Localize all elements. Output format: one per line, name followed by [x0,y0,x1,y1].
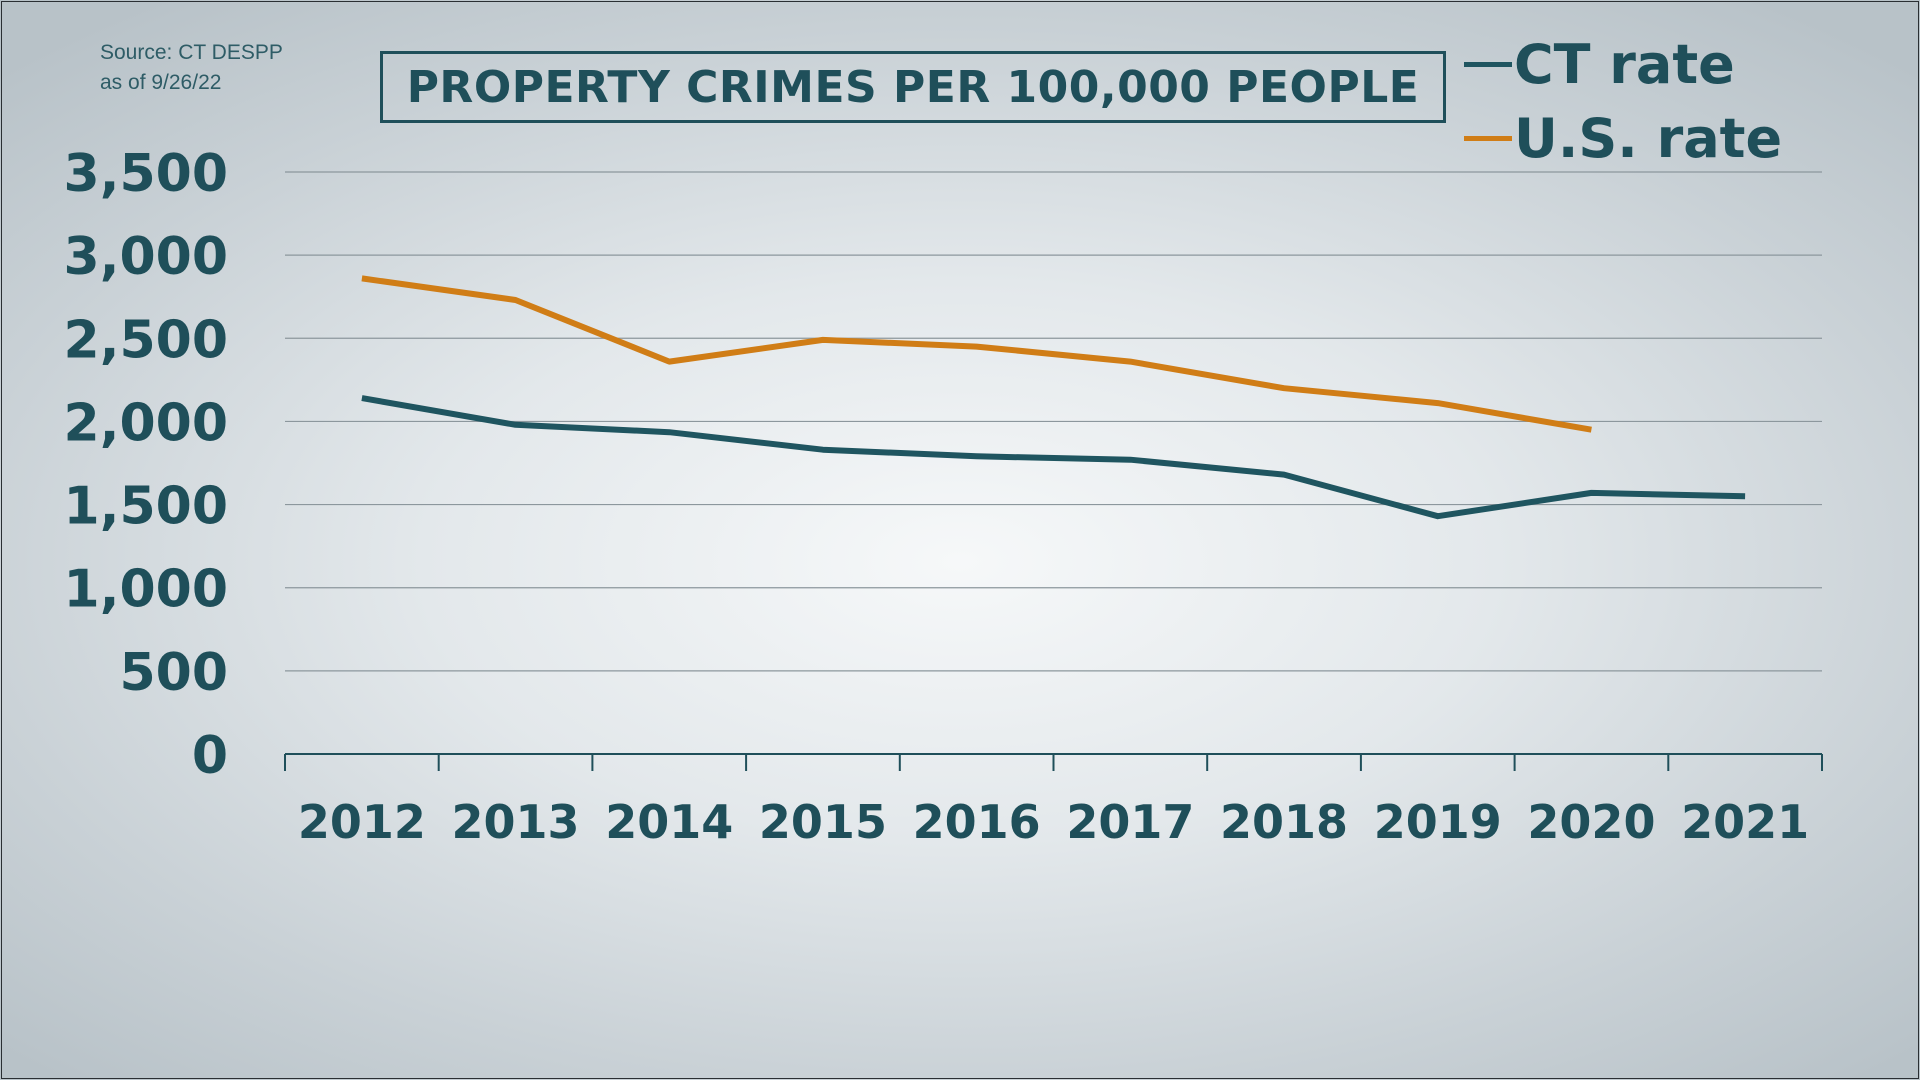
y-tick-label: 1,000 [64,560,228,620]
source-line: Source: CT DESPP [100,41,283,64]
x-tick-label: 2018 [1220,795,1348,849]
source-note: Source: CT DESPP as of 9/26/22 [100,38,283,98]
x-tick-label: 2013 [452,795,580,849]
chart-title-box: PROPERTY CRIMES PER 100,000 PEOPLE [380,51,1446,123]
x-tick-label: 2014 [605,795,733,849]
legend-swatch-ct [1464,61,1512,67]
x-tick-label: 2020 [1527,795,1655,849]
legend-label-ct: CT rate [1514,32,1735,96]
us-rate-line [361,275,1592,433]
ct-rate-line [361,395,1746,520]
source-date-line: as of 9/26/22 [100,71,222,94]
chart-title: PROPERTY CRIMES PER 100,000 PEOPLE [406,61,1420,113]
legend-swatch-us [1464,135,1512,141]
y-tick-label: 0 [192,726,228,786]
y-tick-label: 1,500 [64,477,228,537]
legend-item-us: U.S. rate [1464,106,1783,170]
legend-item-ct: CT rate [1464,32,1735,96]
x-tick-label: 2015 [759,795,887,849]
x-tick-label: 2012 [298,795,426,849]
y-tick-label: 500 [119,643,228,703]
x-tick-label: 2019 [1374,795,1502,849]
x-tick-label: 2016 [913,795,1041,849]
y-tick-label: 3,500 [64,144,228,204]
x-tick-label: 2021 [1681,795,1809,849]
x-tick-label: 2017 [1066,795,1194,849]
y-tick-label: 2,000 [64,393,228,453]
y-tick-label: 3,000 [64,227,228,287]
y-tick-label: 2,500 [64,310,228,370]
legend-label-us: U.S. rate [1514,106,1783,170]
